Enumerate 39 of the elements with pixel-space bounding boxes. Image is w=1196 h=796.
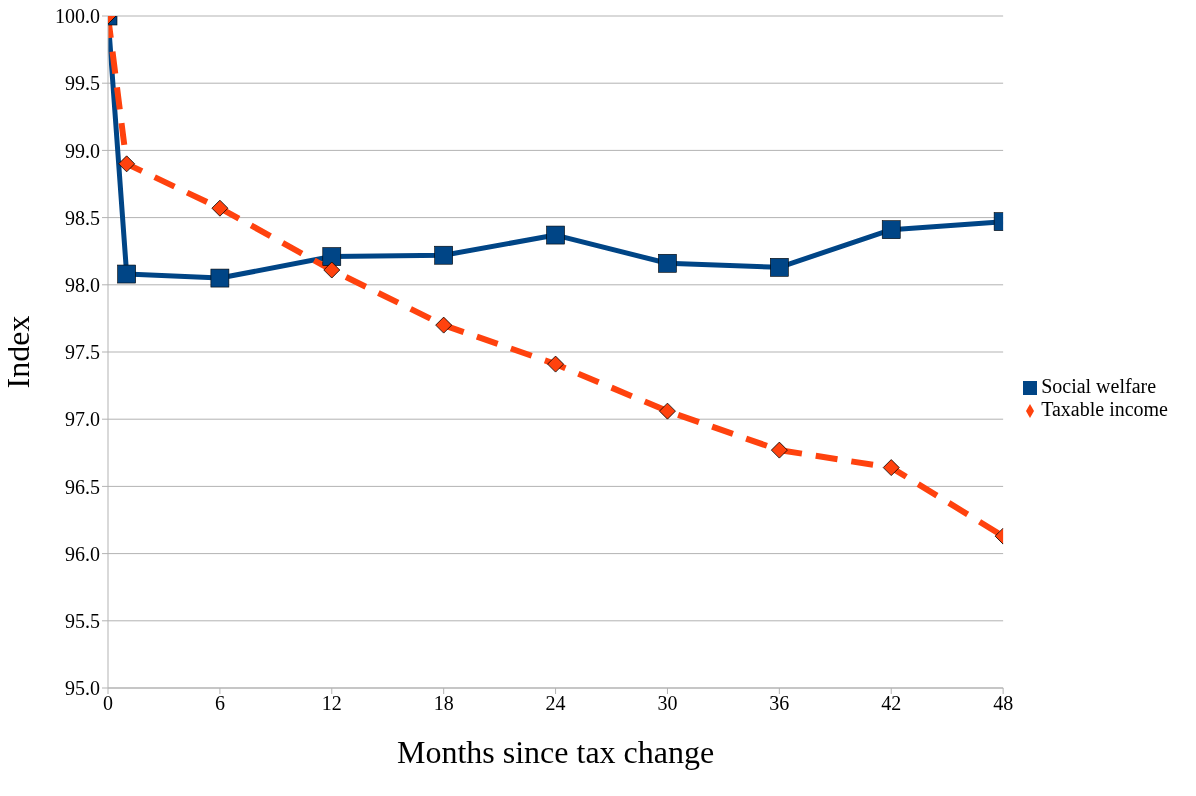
point <box>770 441 788 459</box>
legend-label: Taxable income <box>1041 398 1168 420</box>
y-tick-label: 95.5 <box>65 609 100 632</box>
x-tick-label: 12 <box>321 692 342 715</box>
point <box>881 220 901 239</box>
point <box>882 459 900 476</box>
x-tick-label: 18 <box>433 692 454 715</box>
x-axis-title: Months since tax change <box>396 734 715 770</box>
y-tick-label: 96.0 <box>65 542 100 565</box>
point <box>659 402 676 420</box>
x-tick-label: 6 <box>214 692 225 715</box>
point <box>118 155 136 173</box>
y-tick-label: 97.5 <box>65 341 100 364</box>
point <box>210 268 230 288</box>
point <box>770 258 789 277</box>
y-tick-label: 100.0 <box>55 5 100 28</box>
y-tick-label: 95.0 <box>65 677 100 700</box>
legend-label: Social welfare <box>1041 375 1157 397</box>
y-tick-label: 97.0 <box>65 408 100 431</box>
point <box>323 261 341 279</box>
x-tick-label: 30 <box>657 692 678 715</box>
y-tick-label: 99.0 <box>65 139 100 162</box>
point <box>547 355 564 373</box>
x-tick-label: 42 <box>881 692 902 715</box>
point <box>434 245 453 265</box>
point <box>117 264 136 284</box>
x-tick-label: 36 <box>769 692 790 715</box>
x-tick-label: 48 <box>993 692 1014 715</box>
y-tick-label: 98.0 <box>65 273 100 296</box>
point <box>435 316 453 334</box>
point <box>658 254 677 273</box>
x-tick-label: 24 <box>545 692 566 715</box>
point <box>211 199 229 217</box>
point <box>322 247 342 266</box>
y-tick-label: 99.5 <box>65 72 100 95</box>
y-tick-label: 98.5 <box>65 206 100 229</box>
y-tick-label: 96.5 <box>65 475 100 498</box>
x-tick-label: 0 <box>103 692 113 715</box>
point <box>546 225 565 245</box>
